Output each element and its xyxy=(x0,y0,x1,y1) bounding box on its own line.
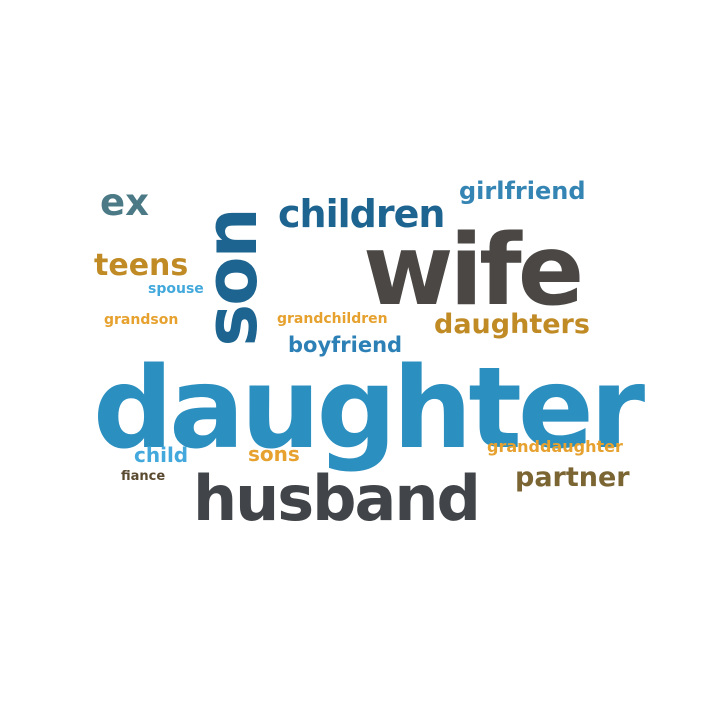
word-teens: teens xyxy=(94,248,189,283)
word-ex: ex xyxy=(100,181,149,224)
word-sons: sons xyxy=(248,442,300,466)
word-spouse: spouse xyxy=(148,281,204,297)
word-grandson: grandson xyxy=(104,312,179,328)
word-child: child xyxy=(134,443,189,467)
word-girlfriend: girlfriend xyxy=(459,177,586,205)
word-husband: husband xyxy=(193,462,481,535)
word-daughter: daughter xyxy=(93,344,645,474)
word-grandchildren: grandchildren xyxy=(277,311,388,327)
word-boyfriend: boyfriend xyxy=(288,333,403,357)
word-son: son xyxy=(188,209,273,347)
word-wife: wife xyxy=(363,214,584,328)
word-daughters: daughters xyxy=(434,309,590,340)
word-partner: partner xyxy=(515,462,630,493)
word-fiance: fiance xyxy=(121,469,166,484)
word-granddaughter: granddaughter xyxy=(487,437,623,456)
word-children: children xyxy=(278,192,445,236)
